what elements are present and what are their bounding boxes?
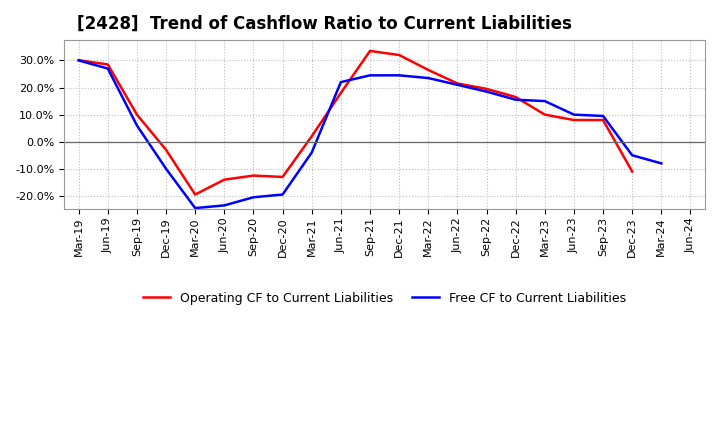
- Operating CF to Current Liabilities: [511, 94, 520, 99]
- Free CF to Current Liabilities: [482, 89, 491, 94]
- Free CF to Current Liabilities: [220, 203, 229, 208]
- Free CF to Current Liabilities: [249, 194, 258, 200]
- Free CF to Current Liabilities: [657, 161, 665, 166]
- Free CF to Current Liabilities: [570, 112, 578, 117]
- Operating CF to Current Liabilities: [482, 86, 491, 92]
- Text: [2428]  Trend of Cashflow Ratio to Current Liabilities: [2428] Trend of Cashflow Ratio to Curren…: [77, 15, 572, 33]
- Free CF to Current Liabilities: [366, 73, 374, 78]
- Free CF to Current Liabilities: [74, 58, 83, 63]
- Operating CF to Current Liabilities: [570, 117, 578, 123]
- Operating CF to Current Liabilities: [628, 169, 636, 174]
- Free CF to Current Liabilities: [336, 80, 345, 85]
- Operating CF to Current Liabilities: [541, 112, 549, 117]
- Operating CF to Current Liabilities: [162, 147, 171, 153]
- Free CF to Current Liabilities: [599, 114, 608, 119]
- Line: Operating CF to Current Liabilities: Operating CF to Current Liabilities: [78, 51, 632, 194]
- Operating CF to Current Liabilities: [395, 52, 403, 58]
- Free CF to Current Liabilities: [628, 153, 636, 158]
- Operating CF to Current Liabilities: [336, 90, 345, 95]
- Operating CF to Current Liabilities: [132, 112, 141, 117]
- Free CF to Current Liabilities: [191, 205, 199, 211]
- Line: Free CF to Current Liabilities: Free CF to Current Liabilities: [78, 60, 661, 208]
- Operating CF to Current Liabilities: [249, 173, 258, 178]
- Operating CF to Current Liabilities: [424, 67, 433, 73]
- Free CF to Current Liabilities: [307, 150, 316, 155]
- Free CF to Current Liabilities: [541, 99, 549, 104]
- Operating CF to Current Liabilities: [74, 58, 83, 63]
- Operating CF to Current Liabilities: [453, 81, 462, 86]
- Free CF to Current Liabilities: [395, 73, 403, 78]
- Operating CF to Current Liabilities: [191, 192, 199, 197]
- Free CF to Current Liabilities: [453, 82, 462, 88]
- Operating CF to Current Liabilities: [307, 134, 316, 139]
- Operating CF to Current Liabilities: [599, 117, 608, 123]
- Free CF to Current Liabilities: [104, 66, 112, 71]
- Operating CF to Current Liabilities: [220, 177, 229, 182]
- Free CF to Current Liabilities: [162, 166, 171, 172]
- Free CF to Current Liabilities: [511, 97, 520, 103]
- Operating CF to Current Liabilities: [104, 62, 112, 67]
- Free CF to Current Liabilities: [424, 75, 433, 81]
- Operating CF to Current Liabilities: [366, 48, 374, 54]
- Legend: Operating CF to Current Liabilities, Free CF to Current Liabilities: Operating CF to Current Liabilities, Fre…: [138, 287, 631, 310]
- Free CF to Current Liabilities: [278, 192, 287, 197]
- Operating CF to Current Liabilities: [278, 174, 287, 180]
- Free CF to Current Liabilities: [132, 123, 141, 128]
